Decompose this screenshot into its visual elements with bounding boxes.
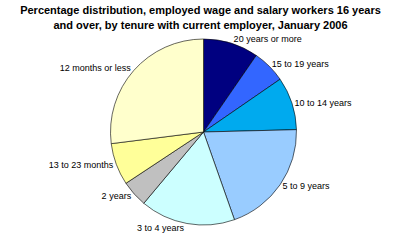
svg-text:2 years: 2 years [102, 191, 132, 201]
svg-text:10 to 14 years: 10 to 14 years [294, 98, 352, 108]
svg-text:3 to 4 years: 3 to 4 years [137, 223, 185, 233]
svg-text:12 months or less: 12 months or less [60, 63, 132, 73]
svg-text:Percentage distribution, emplo: Percentage distribution, employed wage a… [20, 4, 381, 30]
svg-text:20 years or more: 20 years or more [234, 34, 302, 44]
svg-text:15 to 19 years: 15 to 19 years [272, 59, 330, 69]
svg-text:5 to 9 years: 5 to 9 years [283, 181, 331, 191]
svg-text:13 to 23 months: 13 to 23 months [49, 160, 114, 170]
